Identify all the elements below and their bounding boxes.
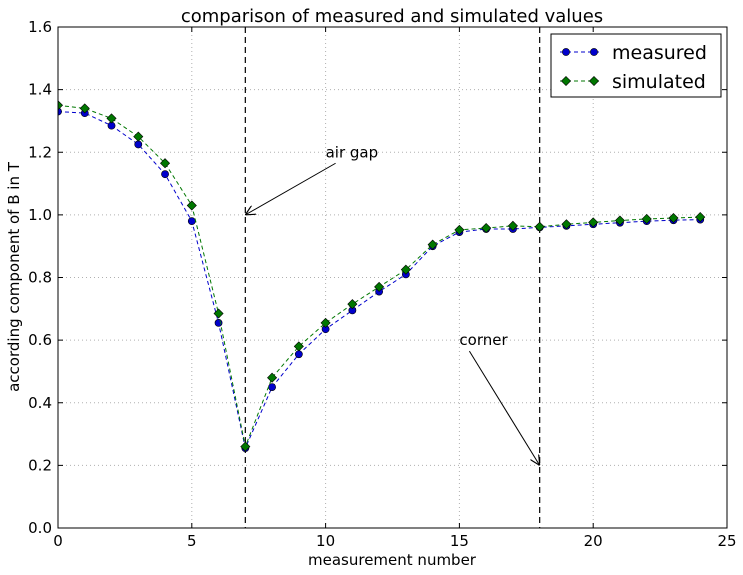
annotation-arrow — [245, 162, 336, 215]
x-tick-label: 25 — [717, 532, 736, 550]
legend: measured simulated — [550, 33, 722, 98]
annotations: air gap corner — [245, 143, 539, 465]
data-point-measured — [134, 140, 143, 149]
data-point-simulated — [481, 223, 492, 234]
x-tick-label: 10 — [316, 532, 335, 550]
data-point-simulated — [267, 372, 278, 383]
y-tick-label: 0.2 — [28, 456, 52, 474]
x-tick-label: 20 — [584, 532, 603, 550]
y-tick-label: 0.4 — [28, 394, 52, 412]
series-simulated — [58, 100, 706, 452]
data-point-measured — [161, 170, 169, 179]
series-group — [58, 100, 706, 453]
data-point-simulated — [588, 217, 599, 228]
y-axis-label: according component of B in T — [5, 161, 23, 392]
data-point-simulated — [427, 239, 438, 250]
x-tick-label: 5 — [187, 532, 197, 550]
series-line-simulated — [58, 104, 701, 449]
legend-label-simulated: simulated — [612, 71, 706, 93]
data-point-simulated — [58, 100, 64, 111]
annotation-air-gap: air gap — [326, 143, 379, 161]
data-point-simulated — [668, 212, 679, 224]
y-tick-label: 0.8 — [28, 269, 52, 287]
legend-marker-simulated — [588, 75, 600, 87]
data-point-simulated — [454, 224, 465, 235]
series-line-measured — [58, 111, 701, 450]
data-point-measured — [294, 350, 303, 359]
data-point-simulated — [374, 281, 385, 292]
data-point-simulated — [400, 264, 411, 275]
grid — [58, 27, 727, 528]
data-point-simulated — [320, 317, 331, 328]
series-measured — [58, 107, 705, 453]
data-point-simulated — [641, 213, 652, 224]
x-tick-label: 0 — [53, 532, 63, 550]
data-point-simulated — [347, 299, 358, 310]
y-tick-label: 0.0 — [28, 519, 52, 537]
data-point-simulated — [79, 103, 90, 114]
data-point-simulated — [614, 215, 625, 226]
data-point-simulated — [534, 221, 545, 232]
annotation-corner: corner — [459, 331, 508, 349]
ticks: 0 5 10 15 20 25 0.0 0.2 0.4 0.6 0.8 1.0 1.2 1.4 1.6 — [28, 18, 736, 550]
data-point-measured — [187, 217, 196, 226]
legend-label-measured: measured — [612, 42, 707, 64]
legend-marker-simulated — [560, 75, 572, 87]
y-tick-label: 0.6 — [28, 331, 52, 349]
annotation-arrow — [468, 350, 539, 465]
legend-box — [550, 33, 722, 98]
data-point-simulated — [507, 220, 518, 231]
x-tick-label: 15 — [450, 532, 469, 550]
data-point-simulated — [106, 113, 117, 124]
legend-marker-measured — [562, 48, 570, 56]
data-point-simulated — [293, 341, 304, 352]
vertical-lines — [244, 27, 541, 528]
data-point-simulated — [160, 158, 171, 169]
data-point-simulated — [213, 308, 224, 319]
y-tick-label: 1.6 — [28, 18, 52, 36]
legend-marker-measured — [590, 48, 598, 56]
chart-title: comparison of measured and simulated val… — [181, 6, 603, 27]
data-point-simulated — [561, 219, 572, 230]
x-axis-label: measurement number — [308, 551, 477, 569]
y-tick-label: 1.2 — [28, 143, 52, 161]
data-point-simulated — [695, 212, 706, 223]
y-tick-label: 1.0 — [28, 206, 52, 224]
data-point-simulated — [186, 200, 197, 211]
y-tick-label: 1.4 — [28, 81, 52, 99]
data-point-measured — [214, 319, 223, 327]
data-point-measured — [268, 383, 276, 391]
data-point-simulated — [133, 131, 144, 142]
data-point-simulated — [240, 441, 251, 452]
